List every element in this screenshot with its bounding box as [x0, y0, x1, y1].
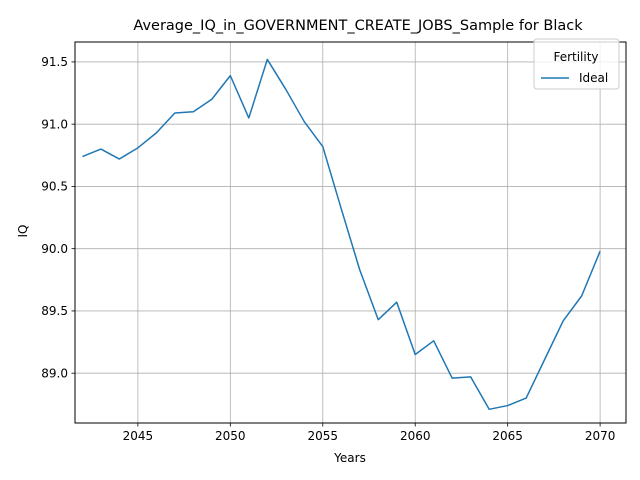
y-tick-label: 89.0 [41, 366, 68, 380]
x-axis-label: Years [333, 451, 366, 465]
y-tick-label: 91.0 [41, 117, 68, 131]
series-line-ideal [82, 58, 601, 411]
plot-frame [74, 41, 627, 424]
y-tick-label: 89.5 [41, 304, 68, 318]
y-axis-label: IQ [16, 225, 30, 238]
x-tick-label: 2060 [400, 429, 431, 443]
x-tick-label: 2070 [585, 429, 616, 443]
legend-box [533, 38, 620, 90]
y-axis-ticks: 89.0 89.5 90.0 90.5 91.0 91.5 [41, 55, 75, 380]
legend-title: Fertility [553, 50, 598, 64]
chart-title: Average_IQ_in_GOVERNMENT_CREATE_JOBS_Sam… [133, 18, 583, 34]
series-layer [82, 58, 601, 411]
x-tick-label: 2045 [123, 429, 154, 443]
grid [75, 42, 626, 423]
legend: Fertility Ideal [533, 38, 620, 90]
x-axis-ticks: 2045 2050 2055 2060 2065 2070 [123, 423, 616, 443]
x-tick-label: 2065 [492, 429, 523, 443]
x-tick-label: 2050 [215, 429, 246, 443]
legend-label-ideal: Ideal [579, 71, 608, 85]
y-tick-label: 90.0 [41, 242, 68, 256]
y-tick-label: 91.5 [41, 55, 68, 69]
y-tick-label: 90.5 [41, 180, 68, 194]
x-tick-label: 2055 [307, 429, 338, 443]
